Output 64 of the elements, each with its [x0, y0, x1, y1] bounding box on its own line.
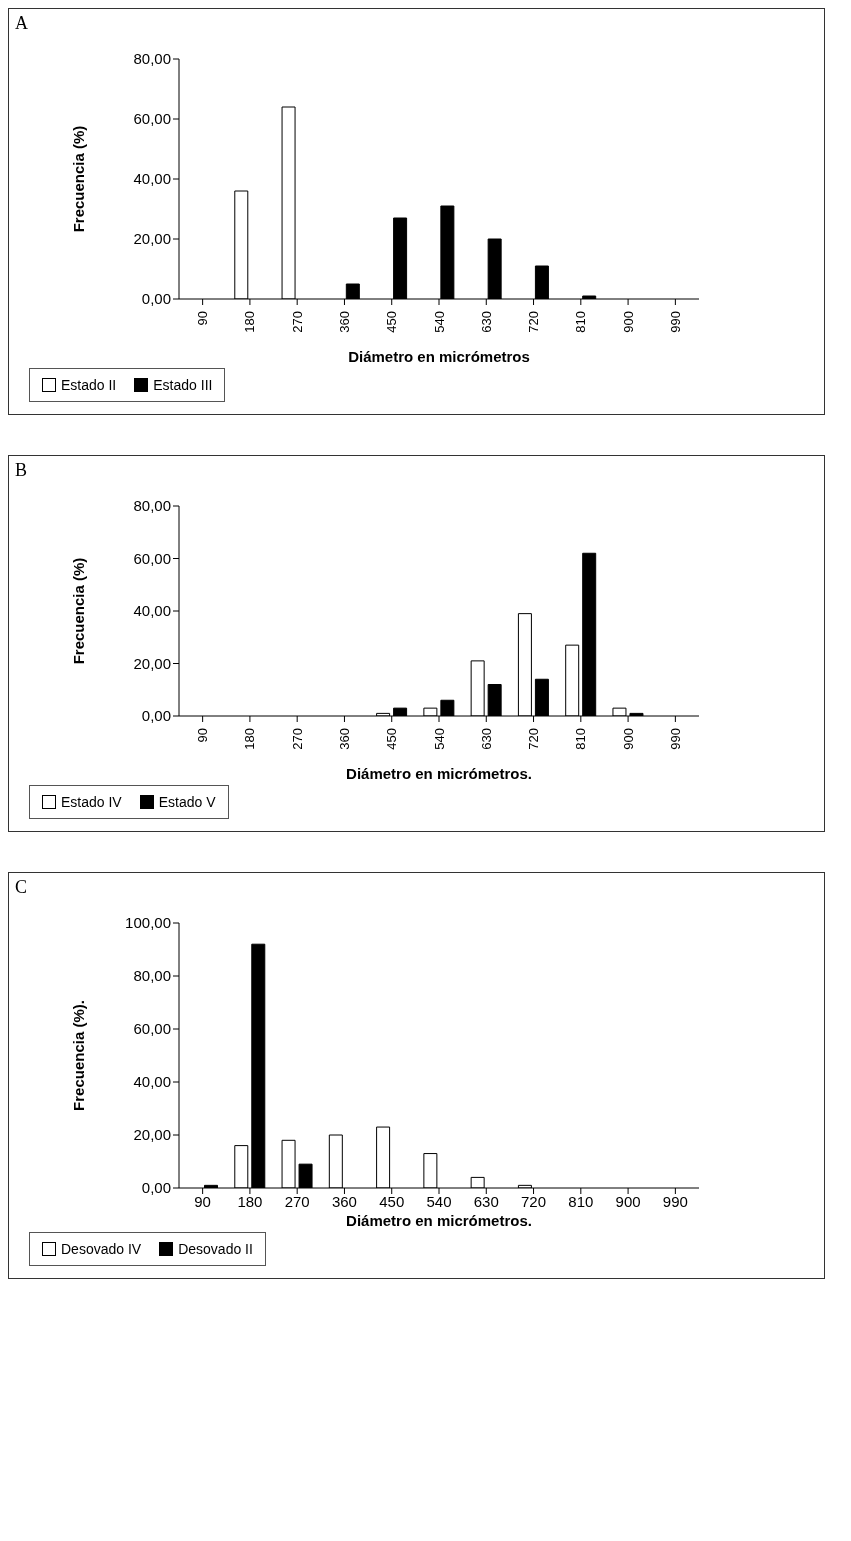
- legend-label: Estado III: [153, 377, 213, 393]
- x-tick-label: 90: [195, 728, 211, 743]
- x-tick-label: 180: [237, 1192, 263, 1210]
- x-tick-label: 540: [431, 728, 447, 750]
- y-axis-title: Frecuencia (%): [70, 125, 88, 233]
- legend-label: Desovado IV: [61, 1241, 142, 1257]
- x-tick-label: 810: [573, 311, 589, 333]
- x-tick-label: 900: [620, 311, 636, 333]
- x-tick-label: 360: [336, 728, 352, 750]
- y-tick-label: 60,00: [133, 110, 171, 128]
- x-tick-label: 990: [662, 1192, 688, 1210]
- x-tick-label: 360: [331, 1192, 357, 1210]
- y-tick-label: 60,00: [133, 1020, 171, 1038]
- x-tick-label: 90: [194, 1192, 211, 1210]
- y-tick-label: 20,00: [133, 654, 171, 672]
- text: C: [15, 877, 28, 898]
- y-axis-title: Frecuencia (%).: [70, 1000, 88, 1111]
- x-tick-label: 720: [526, 728, 542, 750]
- x-axis-title: Diámetro en micrómetros.: [346, 765, 532, 782]
- x-tick-label: 270: [284, 1192, 310, 1210]
- legend-label: Estado IV: [61, 794, 122, 810]
- x-tick-label: 540: [431, 311, 447, 333]
- y-tick-label: 80,00: [133, 967, 171, 985]
- x-tick-label: 180: [242, 311, 258, 333]
- y-tick-label: 0,00: [141, 290, 171, 308]
- x-tick-label: 450: [384, 728, 400, 750]
- y-tick-label: 20,00: [133, 230, 171, 248]
- x-tick-label: 900: [620, 728, 636, 750]
- y-tick-label: 60,00: [133, 549, 171, 567]
- x-tick-label: 720: [521, 1192, 547, 1210]
- x-tick-label: 630: [478, 728, 494, 750]
- y-tick-label: 40,00: [133, 602, 171, 620]
- y-tick-label: 40,00: [133, 1073, 171, 1091]
- x-tick-label: 450: [384, 311, 400, 333]
- x-tick-label: 990: [667, 311, 683, 333]
- y-tick-label: 20,00: [133, 1126, 171, 1144]
- y-axis-title: Frecuencia (%): [70, 557, 88, 665]
- y-tick-label: 0,00: [141, 707, 171, 725]
- x-tick-label: 630: [478, 311, 494, 333]
- legend-label: Estado V: [158, 794, 216, 810]
- x-tick-label: 720: [526, 311, 542, 333]
- x-tick-label: 270: [289, 311, 305, 333]
- y-tick-label: 40,00: [133, 170, 171, 188]
- text: B: [15, 460, 28, 481]
- x-tick-label: 180: [242, 728, 258, 750]
- x-tick-label: 360: [336, 311, 352, 333]
- x-tick-label: 450: [379, 1192, 405, 1210]
- x-tick-label: 810: [568, 1192, 594, 1210]
- x-axis-title: Diámetro en micrómetros: [348, 348, 530, 365]
- x-tick-label: 630: [473, 1192, 499, 1210]
- y-tick-label: 0,00: [141, 1179, 171, 1197]
- x-axis-title: Diámetro en micrómetros.: [346, 1212, 532, 1229]
- y-tick-label: 100,00: [125, 914, 171, 932]
- y-tick-label: 80,00: [133, 497, 171, 515]
- legend-label: Desovado II: [178, 1241, 253, 1257]
- x-tick-label: 810: [573, 728, 589, 750]
- legend-label: Estado II: [61, 377, 117, 393]
- text: A: [15, 13, 29, 34]
- x-tick-label: 270: [289, 728, 305, 750]
- x-tick-label: 90: [195, 311, 211, 326]
- x-tick-label: 540: [426, 1192, 452, 1210]
- x-tick-label: 900: [615, 1192, 641, 1210]
- x-tick-label: 990: [667, 728, 683, 750]
- y-tick-label: 80,00: [133, 50, 171, 68]
